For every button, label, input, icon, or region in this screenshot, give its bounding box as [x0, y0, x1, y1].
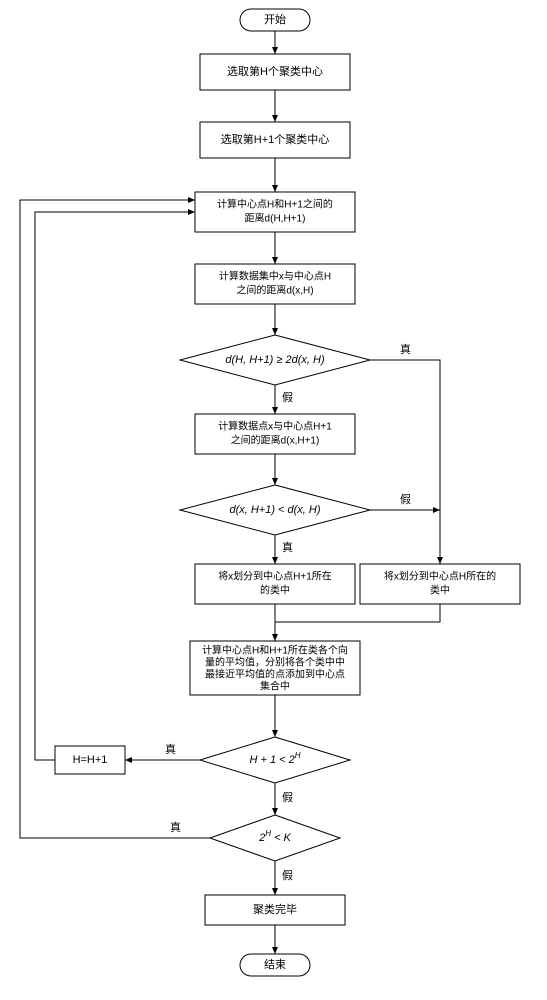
end-label: 结束 — [264, 958, 286, 971]
n6-text2: 的类中 — [260, 584, 290, 597]
d4-text: 2H < K — [258, 829, 291, 844]
n6-text1: 将x划分到中心点H+1所在 — [218, 570, 332, 583]
d3-text: H + 1 < 2H — [249, 751, 300, 766]
n4-box — [195, 264, 355, 304]
n3-box — [195, 192, 355, 232]
n5-box — [195, 414, 355, 454]
n6-box — [195, 564, 355, 604]
n4-text1: 计算数据集中x与中心点H — [219, 270, 331, 283]
n7-text2: 类中 — [430, 584, 450, 597]
n2-text: 选取第H+1个聚类中心 — [221, 132, 330, 146]
d1-text: d(H, H+1) ≥ 2d(x, H) — [225, 354, 325, 366]
edge — [275, 604, 440, 622]
n7-text1: 将x划分到中心点H所在的 — [384, 570, 496, 583]
n3-text2: 距离d(H,H+1) — [245, 212, 306, 225]
edge — [370, 360, 440, 564]
d2-text: d(x, H+1) < d(x, H) — [229, 504, 320, 516]
d3-false-label: 假 — [282, 790, 293, 804]
n7-box — [360, 564, 520, 604]
d2-true-label: 真 — [282, 540, 293, 554]
n5-text1: 计算数据点x与中心点H+1 — [218, 420, 332, 433]
n9-text: 聚类完毕 — [253, 902, 297, 916]
edge — [35, 212, 195, 760]
start-label: 开始 — [264, 12, 286, 26]
d1-false-label: 假 — [282, 390, 293, 404]
edge — [20, 200, 210, 838]
n8-text2: 量的平均值，分别将各个类中中 — [205, 656, 345, 669]
loop-text: H=H+1 — [73, 754, 108, 766]
n3-text1: 计算中心点H和H+1之间的 — [217, 198, 333, 211]
d3-true-label: 真 — [165, 742, 176, 756]
n4-text2: 之间的距离d(x,H) — [236, 284, 313, 297]
d2-false-label: 假 — [400, 492, 411, 506]
n8-text4: 集合中 — [260, 680, 290, 693]
d4-false-label: 假 — [282, 868, 293, 882]
n8-text1: 计算中心点H和H+1所在类各个向 — [202, 644, 348, 657]
n1-text: 选取第H个聚类中心 — [227, 64, 323, 78]
n8-text3: 最接近平均值的点添加到中心点 — [205, 668, 345, 681]
d1-true-label: 真 — [400, 342, 411, 356]
d4-true-label: 真 — [170, 820, 181, 834]
n5-text2: 之间的距离d(x,H+1) — [231, 434, 320, 447]
